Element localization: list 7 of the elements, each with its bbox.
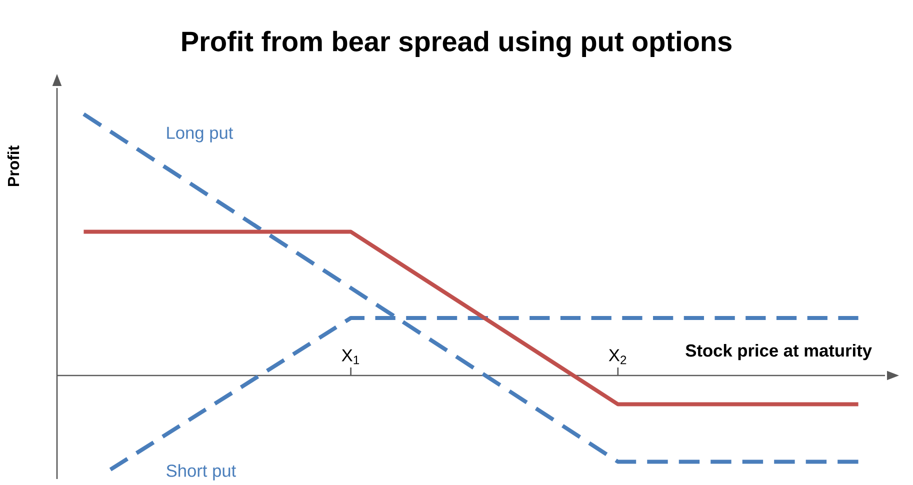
x-tick-label: X$_{1}$ <box>342 349 360 364</box>
x-tick-label: X$_{2}$ <box>608 349 626 364</box>
series-label: Short put <box>166 464 236 480</box>
series-label: Long put <box>167 126 234 142</box>
y-axis-title: Profit <box>7 146 20 186</box>
x-axis-title: Stock price at maturity <box>686 344 872 360</box>
chart-title: Profit from bear spread using put options <box>182 31 732 58</box>
